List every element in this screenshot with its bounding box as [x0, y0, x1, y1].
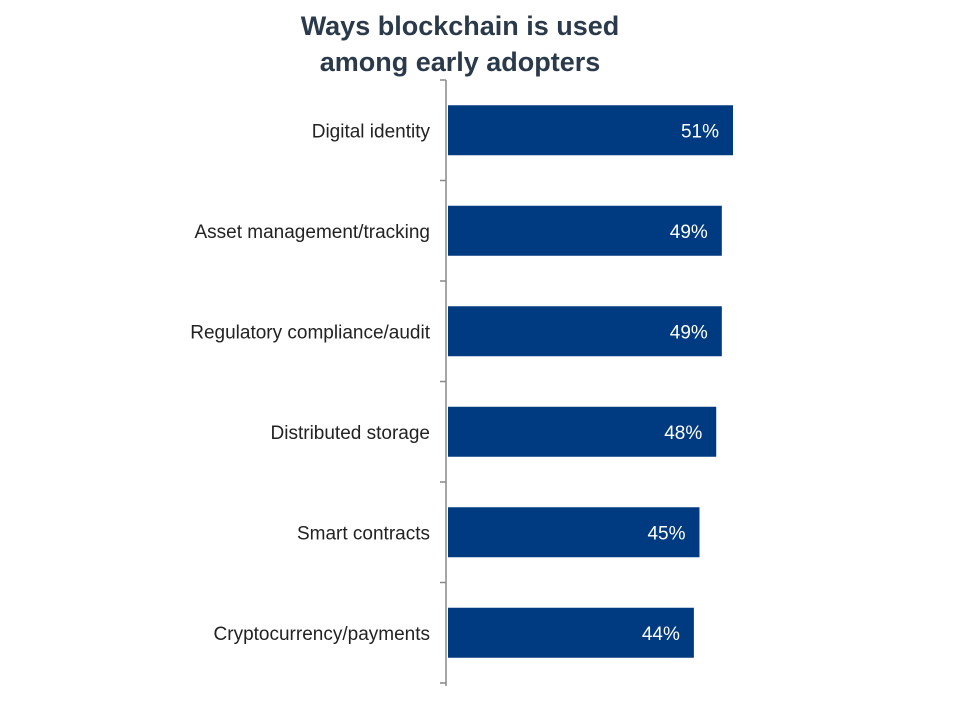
category-label: Cryptocurrency/payments	[214, 624, 430, 645]
bar	[448, 306, 722, 357]
category-label: Distributed storage	[271, 423, 430, 444]
bar	[448, 507, 700, 558]
chart-title-line-2: among early adopters	[319, 47, 601, 77]
bar	[448, 406, 717, 457]
category-label: Asset management/tracking	[194, 222, 430, 243]
category-label: Smart contracts	[297, 523, 430, 544]
bar	[448, 105, 733, 156]
data-label: 48%	[664, 423, 702, 444]
chart-title: Ways blockchain is used among early adop…	[0, 8, 920, 80]
data-label: 49%	[670, 322, 708, 343]
data-label: 45%	[647, 523, 685, 544]
bar	[448, 205, 722, 256]
bar	[448, 607, 694, 658]
category-label: Digital identity	[312, 121, 431, 142]
category-label: Regulatory compliance/audit	[190, 322, 430, 343]
data-label: 49%	[670, 222, 708, 243]
chart-title-line-1: Ways blockchain is used	[300, 11, 620, 41]
data-label: 44%	[642, 624, 680, 645]
data-label: 51%	[681, 121, 719, 142]
